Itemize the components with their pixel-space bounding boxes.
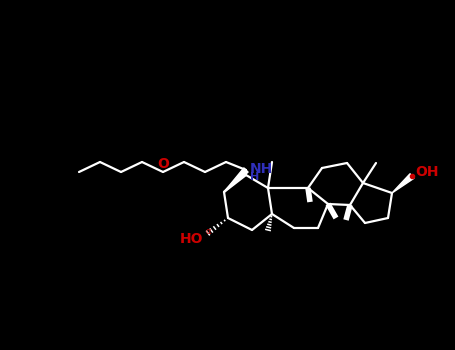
Polygon shape [224, 168, 248, 192]
Text: NH: NH [250, 162, 273, 176]
Text: α: α [205, 227, 211, 236]
Text: O: O [157, 157, 169, 171]
Text: H: H [250, 172, 259, 182]
Text: OH: OH [415, 165, 439, 179]
Polygon shape [392, 174, 414, 193]
Text: HO: HO [180, 232, 203, 246]
